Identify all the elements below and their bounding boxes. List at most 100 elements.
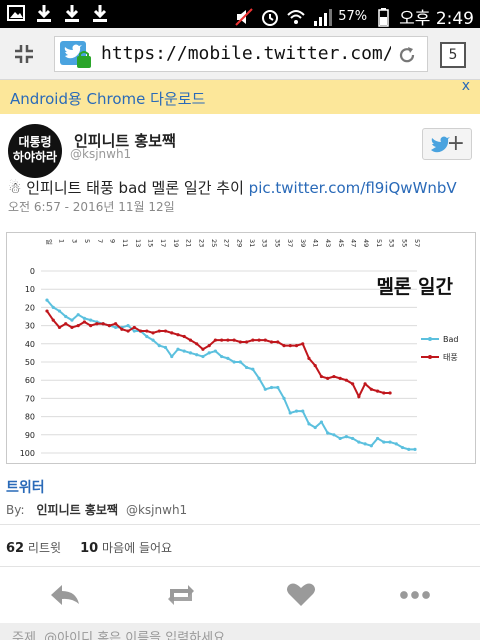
data-point bbox=[57, 325, 62, 330]
data-point bbox=[95, 322, 99, 326]
data-point bbox=[64, 314, 68, 319]
data-point bbox=[276, 385, 280, 390]
legend-label: Bad bbox=[443, 335, 458, 344]
x-tick-label: 5 bbox=[83, 239, 91, 243]
x-tick-label: 21 bbox=[185, 239, 193, 247]
y-tick-label: 10 bbox=[25, 285, 35, 294]
retweet-icon[interactable] bbox=[164, 581, 198, 609]
y-tick-label: 70 bbox=[25, 394, 35, 403]
data-point bbox=[388, 440, 392, 444]
data-point bbox=[145, 334, 149, 339]
data-point bbox=[344, 378, 348, 382]
tweet-actions bbox=[0, 567, 480, 623]
data-point bbox=[232, 360, 236, 364]
data-point bbox=[182, 349, 186, 353]
banner-text[interactable]: Android용 Chrome 다운로드 bbox=[10, 90, 206, 108]
x-tick-label: 19 bbox=[172, 239, 180, 247]
source-label[interactable]: 트위터 bbox=[6, 480, 45, 496]
y-tick-label: 0 bbox=[30, 267, 35, 276]
data-point bbox=[307, 422, 311, 426]
data-point bbox=[114, 322, 118, 326]
data-point bbox=[301, 342, 305, 346]
x-tick-label: 13 bbox=[134, 239, 142, 247]
data-point bbox=[163, 329, 168, 333]
y-tick-label: 50 bbox=[25, 358, 35, 367]
x-tick-label: 37 bbox=[286, 239, 294, 247]
heart-icon[interactable] bbox=[284, 581, 318, 609]
follow-button[interactable]: + bbox=[422, 128, 472, 160]
tweet-pic-link[interactable]: pic.twitter.com/fl9iQwWnbV bbox=[248, 179, 457, 197]
data-point bbox=[282, 396, 286, 400]
twitter-lock-icon bbox=[60, 41, 91, 68]
tweet-stats: 62 리트윗 10 마음에 들어요 bbox=[6, 539, 172, 556]
data-point bbox=[244, 365, 249, 370]
data-point bbox=[232, 338, 236, 342]
data-point bbox=[369, 387, 373, 391]
data-point bbox=[82, 316, 87, 320]
tweet-text: ☃ 인피니트 태풍 bad 멜론 일간 추이 pic.twitter.com/f… bbox=[8, 177, 457, 198]
data-point bbox=[163, 345, 168, 350]
more-icon[interactable] bbox=[398, 581, 432, 609]
like-label[interactable]: 마음에 들어요 bbox=[102, 541, 173, 555]
byline-handle[interactable]: @ksjnwh1 bbox=[125, 503, 188, 517]
author-name[interactable]: 인피니트 홍보짹 bbox=[74, 132, 176, 150]
exit-fullscreen-icon[interactable] bbox=[12, 42, 36, 66]
reply-icon[interactable] bbox=[48, 581, 82, 609]
tab-switcher-button[interactable]: 5 bbox=[440, 42, 466, 68]
data-point bbox=[176, 347, 180, 351]
data-point bbox=[363, 442, 367, 446]
retweet-label[interactable]: 리트윗 bbox=[27, 541, 62, 555]
byline-name[interactable]: 인피니트 홍보짹 bbox=[36, 503, 118, 517]
retweet-count[interactable]: 62 bbox=[6, 541, 25, 556]
data-point bbox=[182, 334, 186, 339]
alarm-icon bbox=[262, 9, 279, 26]
divider bbox=[0, 566, 480, 567]
url-field[interactable]: https://mobile.twitter.com/ksjnw bbox=[54, 36, 428, 72]
data-point bbox=[369, 444, 373, 448]
data-point bbox=[132, 329, 136, 333]
data-point bbox=[307, 356, 311, 360]
like-count[interactable]: 10 bbox=[80, 541, 99, 556]
browser-toolbar: https://mobile.twitter.com/ksjnw 5 bbox=[0, 28, 480, 80]
plus-icon: + bbox=[446, 131, 465, 156]
reply-placeholder[interactable]: 주제, @아이디 혹은 이름을 입력하세요 bbox=[12, 631, 226, 640]
reload-icon[interactable] bbox=[397, 45, 417, 65]
tweet-timestamp[interactable]: 오전 6:57 - 2016년 11월 12일 bbox=[8, 200, 175, 214]
data-point bbox=[251, 338, 255, 342]
data-point bbox=[351, 436, 355, 441]
author-handle[interactable]: @ksjnwh1 bbox=[70, 147, 132, 161]
data-point bbox=[220, 354, 224, 359]
data-point bbox=[176, 333, 180, 337]
battery-icon bbox=[378, 7, 389, 27]
data-point bbox=[263, 387, 267, 391]
data-point bbox=[357, 394, 361, 399]
data-point bbox=[407, 447, 411, 451]
x-tick-label: 15 bbox=[147, 239, 155, 247]
x-tick-label: 35 bbox=[273, 239, 281, 247]
avatar[interactable]: 대통령 하야하라 bbox=[8, 124, 62, 178]
data-point bbox=[238, 360, 242, 364]
data-point bbox=[57, 309, 62, 313]
data-point bbox=[101, 322, 105, 326]
data-point bbox=[170, 354, 174, 359]
data-point bbox=[170, 331, 174, 335]
reply-composer[interactable]: 주제, @아이디 혹은 이름을 입력하세요 bbox=[0, 623, 480, 640]
byline: By: 인피니트 홍보짹 @ksjnwh1 bbox=[6, 501, 187, 518]
data-point bbox=[157, 344, 161, 348]
tweet-image-chart[interactable]: 0 10 20 30 40 50 60 70 80 90 100 일 1 3 5 7 9 11 13 15 17 19 21… bbox=[6, 232, 476, 464]
x-tick-label: 47 bbox=[350, 239, 358, 247]
x-tick-label: 17 bbox=[159, 239, 167, 247]
data-point bbox=[76, 313, 80, 317]
avatar-text-line1: 대통령 bbox=[18, 135, 52, 149]
data-point bbox=[269, 340, 274, 344]
banner-close-button[interactable]: x bbox=[461, 78, 470, 94]
x-tick-label: 1 bbox=[58, 239, 66, 243]
data-point bbox=[326, 376, 330, 380]
x-tick-label: 41 bbox=[311, 239, 319, 247]
data-point bbox=[294, 344, 299, 348]
data-point bbox=[332, 433, 336, 437]
data-point bbox=[351, 382, 355, 386]
data-point bbox=[45, 309, 49, 313]
chart-title: 멜론 일간 bbox=[376, 276, 453, 298]
chrome-download-banner[interactable]: Android용 Chrome 다운로드 x bbox=[0, 78, 480, 114]
